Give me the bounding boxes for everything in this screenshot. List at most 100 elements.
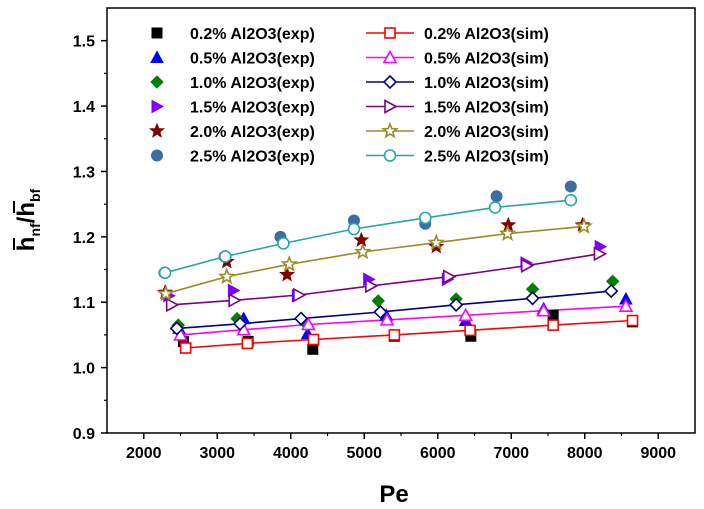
data-point <box>158 266 172 280</box>
legend-label: 1.5% Al2O3(exp) <box>190 100 315 117</box>
x-tick-label: 7000 <box>493 445 529 462</box>
data-point <box>293 311 309 326</box>
data-point <box>448 297 464 312</box>
data-point <box>593 246 608 262</box>
data-point <box>564 193 578 207</box>
data-point <box>217 267 236 285</box>
legend-label: 0.5% Al2O3(exp) <box>190 51 315 68</box>
legend-label: 0.2% Al2O3(exp) <box>190 26 315 43</box>
legend-marker <box>148 122 166 138</box>
y-tick-label: 1.1 <box>73 295 95 312</box>
x-axis-ticks: 2000 3000 4000 5000 6000 7000 8000 9000 <box>126 433 676 462</box>
data-point <box>442 269 457 285</box>
x-tick-label: 5000 <box>346 445 382 462</box>
legend-label: 1.0% Al2O3(exp) <box>190 75 315 92</box>
data-point <box>498 224 517 241</box>
legend-label: 0.2% Al2O3(sim) <box>424 26 549 43</box>
y-tick-label: 1.4 <box>73 99 95 116</box>
data-point <box>458 307 474 322</box>
data-point <box>490 190 503 203</box>
data-point <box>232 316 248 331</box>
legend-label: 0.5% Al2O3(sim) <box>424 51 549 68</box>
legend-label: 1.5% Al2O3(sim) <box>424 100 549 117</box>
legend-label: 2.5% Al2O3(exp) <box>190 149 315 166</box>
x-tick-label: 2000 <box>126 445 162 462</box>
data-point <box>280 255 299 272</box>
legend-marker <box>384 99 398 114</box>
legend: 0.2% Al2O3(exp) 0.5% Al2O3(exp) 1.0% Al2O3… <box>148 26 549 166</box>
data-point <box>575 217 593 234</box>
data-point <box>241 337 254 350</box>
data-point <box>626 314 639 327</box>
data-point <box>373 304 388 320</box>
data-point <box>520 258 535 273</box>
data-point <box>353 242 372 260</box>
data-point <box>604 283 619 299</box>
legend-marker <box>382 49 398 64</box>
data-point <box>365 278 379 294</box>
y-tick-label: 1.5 <box>73 34 95 51</box>
data-point <box>228 292 242 308</box>
data-point <box>219 250 232 263</box>
data-point <box>307 343 319 355</box>
data-point <box>427 233 445 251</box>
data-point <box>347 222 361 236</box>
data-point <box>279 266 296 282</box>
y-axis-title: hnf/hbf <box>13 188 43 251</box>
legend-marker <box>150 50 164 63</box>
legend-label: 2.0% Al2O3(exp) <box>190 124 315 141</box>
data-point <box>293 287 307 303</box>
data-point <box>169 321 184 336</box>
data-point <box>536 303 551 317</box>
legend-label: 1.0% Al2O3(sim) <box>424 75 549 92</box>
data-point <box>488 201 502 214</box>
legend-marker <box>151 99 165 114</box>
data-point <box>618 298 634 312</box>
svg-text:hnf/hbf: hnf/hbf <box>13 188 43 251</box>
x-axis-title: Pe <box>379 481 408 508</box>
data-markers <box>157 180 639 355</box>
legend-label: 2.0% Al2O3(sim) <box>424 124 549 141</box>
legend-marker <box>151 27 163 39</box>
y-title-sub2: bf <box>27 188 43 202</box>
data-point <box>301 316 316 331</box>
data-point <box>564 180 577 193</box>
data-point <box>525 291 540 306</box>
data-point <box>307 333 320 346</box>
y-title-slash: / <box>13 216 40 223</box>
y-tick-label: 1.0 <box>73 361 95 378</box>
legend-marker <box>383 149 397 162</box>
x-tick-label: 6000 <box>420 445 456 462</box>
data-point <box>547 319 559 331</box>
y-title-h1: h <box>13 237 40 252</box>
y-title-sub1: nf <box>27 223 43 237</box>
data-point <box>157 284 175 302</box>
x-tick-label: 4000 <box>273 445 309 462</box>
data-point <box>388 329 401 341</box>
legend-marker <box>384 27 396 39</box>
y-axis-ticks: 0.9 1.0 1.1 1.2 1.3 1.4 1.5 <box>73 34 107 443</box>
legend-marker <box>151 149 163 162</box>
x-tick-label: 3000 <box>199 445 235 462</box>
data-point <box>165 297 180 313</box>
data-point <box>464 324 476 337</box>
plot-area <box>106 7 696 434</box>
legend-marker <box>382 74 398 90</box>
data-point <box>227 283 241 298</box>
legend-marker <box>381 121 399 139</box>
y-tick-label: 0.9 <box>73 426 95 443</box>
x-tick-label: 9000 <box>640 445 676 462</box>
data-point <box>418 211 432 225</box>
legend-label: 2.5% Al2O3(sim) <box>424 149 549 166</box>
data-point <box>179 342 192 354</box>
data-point <box>277 237 290 250</box>
data-point <box>353 231 370 247</box>
y-title-h2: h <box>13 202 40 217</box>
y-tick-label: 1.3 <box>73 164 95 181</box>
legend-marker <box>150 75 164 89</box>
x-tick-label: 8000 <box>567 445 603 462</box>
y-tick-label: 1.2 <box>73 230 95 247</box>
data-point <box>379 312 395 326</box>
data-point <box>371 294 385 308</box>
